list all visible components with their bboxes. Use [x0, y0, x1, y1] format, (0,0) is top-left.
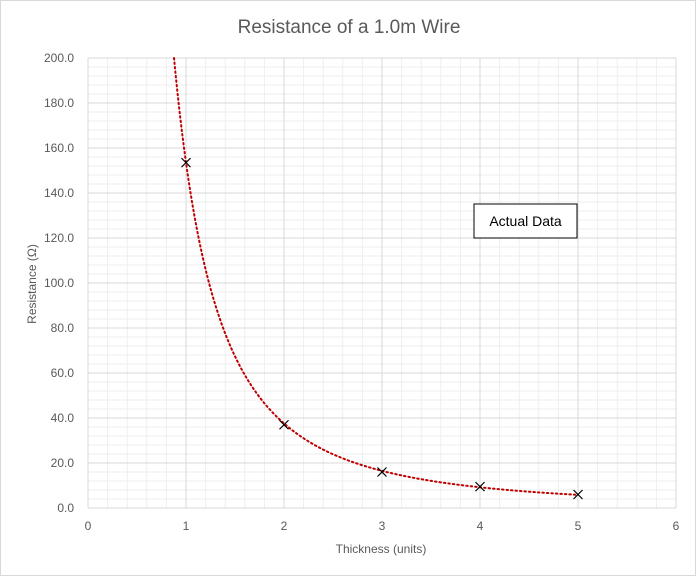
x-tick-label: 3	[379, 519, 386, 533]
x-tick-label: 4	[477, 519, 484, 533]
annotation-border	[473, 203, 578, 239]
data-point	[279, 419, 289, 430]
y-tick-label: 20.0	[51, 456, 75, 470]
data-point	[181, 157, 191, 168]
chart-title: Resistance of a 1.0m Wire	[238, 17, 461, 38]
y-tick-label: 160.0	[44, 141, 74, 155]
data-point	[377, 467, 387, 477]
y-tick-label: 80.0	[51, 321, 75, 335]
x-tick-labels: 0 1 2 3 4 5 6	[85, 519, 680, 533]
y-tick-label: 200.0	[44, 51, 74, 65]
annotation-box: Actual Data	[473, 203, 578, 239]
marker-stroke	[377, 467, 387, 477]
x-tick-label: 1	[183, 519, 190, 533]
y-tick-label: 140.0	[44, 186, 74, 200]
x-axis-label: Thickness (units)	[336, 542, 427, 556]
major-grid	[87, 57, 677, 509]
marker-stroke	[573, 489, 583, 500]
x-tick-label: 2	[281, 519, 288, 533]
data-point	[573, 489, 583, 500]
data-markers	[181, 157, 583, 500]
marker-stroke	[279, 419, 289, 430]
power-trendline	[173, 57, 579, 496]
y-axis-label: Resistance (Ω)	[25, 244, 39, 324]
x-tick-label: 5	[575, 519, 582, 533]
y-tick-label: 0.0	[57, 501, 74, 515]
y-tick-label: 120.0	[44, 231, 74, 245]
y-tick-labels: 0.0 20.0 40.0 60.0 80.0 100.0 120.0 140.0 160.0 1…	[44, 51, 74, 515]
marker-stroke	[181, 157, 191, 168]
marker-stroke	[475, 481, 485, 492]
y-tick-label: 60.0	[51, 366, 75, 380]
y-tick-label: 100.0	[44, 276, 74, 290]
y-tick-label: 40.0	[51, 411, 75, 425]
data-point	[475, 481, 485, 492]
x-tick-label: 0	[85, 519, 92, 533]
x-tick-label: 6	[673, 519, 680, 533]
y-tick-label: 180.0	[44, 96, 74, 110]
annotation-text: Actual Data	[489, 213, 562, 229]
